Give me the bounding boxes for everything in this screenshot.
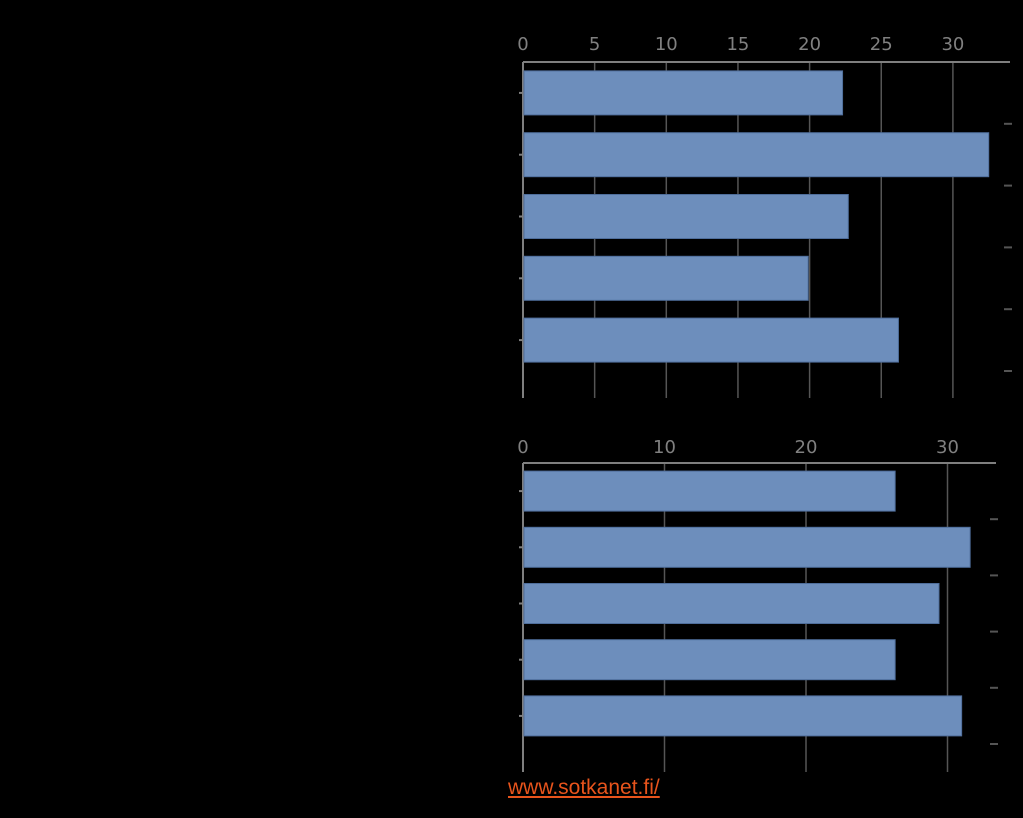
bar (523, 317, 899, 363)
x-tick-label: 15 (726, 34, 749, 55)
x-tick-label: 10 (655, 34, 678, 55)
lower-bar-chart: 0 10 20 30 (517, 437, 998, 772)
bar (523, 583, 940, 624)
source-link[interactable]: www.sotkanet.fi/ (508, 776, 660, 799)
x-tick-label: 30 (936, 437, 959, 458)
bar (523, 639, 896, 681)
x-tick-label: 5 (589, 34, 600, 55)
upper-bar-chart: 0 5 10 15 20 25 30 (517, 34, 1012, 398)
bar (523, 526, 971, 568)
x-tick-label: 10 (653, 437, 676, 458)
bar (523, 70, 844, 116)
bar (523, 695, 963, 737)
x-tick-label: 20 (795, 437, 818, 458)
bar (523, 194, 849, 239)
x-tick-label: 25 (870, 34, 893, 55)
x-tick-label: 0 (517, 437, 528, 458)
x-tick-label: 0 (517, 34, 528, 55)
bar (523, 132, 990, 178)
bar (523, 255, 809, 301)
x-tick-label: 30 (941, 34, 964, 55)
bar (523, 470, 896, 512)
x-tick-label: 20 (798, 34, 821, 55)
